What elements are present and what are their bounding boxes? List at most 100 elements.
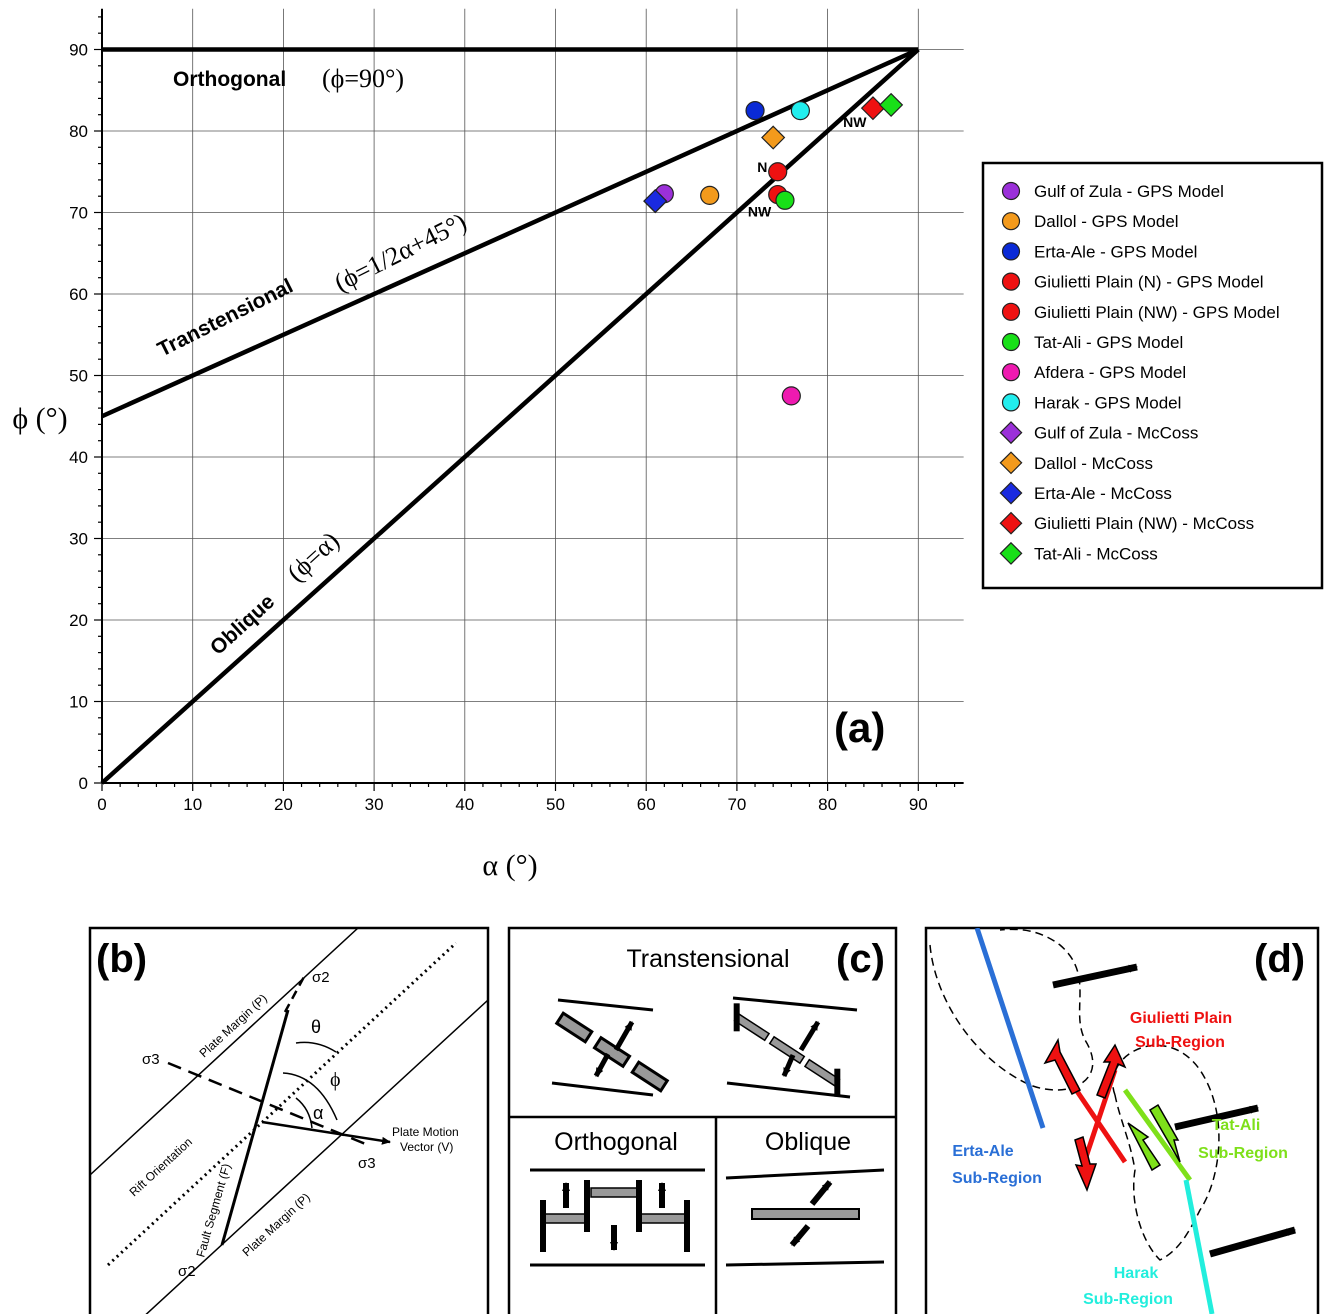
data-markers bbox=[643, 92, 904, 406]
x-tick-label: 30 bbox=[365, 795, 384, 814]
trans-left-arrow-down bbox=[593, 1052, 611, 1078]
sigma3-left-text: σ3 bbox=[142, 1051, 160, 1068]
panel-b-frame bbox=[88, 926, 490, 1314]
legend-label: Tat-Ali - GPS Model bbox=[1034, 333, 1183, 352]
transtensional-label: Transtensional bbox=[154, 275, 297, 362]
giulietti-arrow-bottom bbox=[1074, 1136, 1098, 1193]
legend-marker bbox=[1001, 272, 1021, 291]
marker-giulietti-plain-n-gps-model bbox=[768, 162, 788, 182]
legend-label: Gulf of Zula - McCoss bbox=[1034, 424, 1198, 443]
y-tick-label: 40 bbox=[69, 448, 88, 467]
trans-left-en-echelon bbox=[554, 1011, 670, 1093]
x-tick-label: 20 bbox=[274, 795, 293, 814]
tat-ali-arrow-1 bbox=[1127, 1122, 1162, 1172]
legend: Gulf of Zula - GPS Model Dallol - GPS Mod… bbox=[999, 181, 1280, 565]
sigma2-bottom-text: σ2 bbox=[178, 1263, 196, 1280]
y-tick-label: 60 bbox=[69, 285, 88, 304]
orthogonal-title: Orthogonal bbox=[554, 1128, 678, 1156]
tat-ali-rift-line bbox=[1122, 1088, 1193, 1182]
trans-left-bottom-margin bbox=[551, 1081, 654, 1097]
legend-marker bbox=[999, 541, 1023, 565]
x-tick-labels: 0 10 20 30 40 50 60 70 80 90 bbox=[97, 795, 927, 814]
plate-margin-bottom-line bbox=[145, 999, 488, 1314]
legend-marker bbox=[1001, 393, 1021, 412]
point-label: N bbox=[757, 159, 767, 175]
sigma3-right-text: σ3 bbox=[358, 1155, 376, 1172]
rift-orientation-line bbox=[106, 941, 458, 1267]
panel-d-label: (d) bbox=[1254, 937, 1305, 981]
legend-marker bbox=[999, 451, 1023, 475]
y-tick-label: 10 bbox=[69, 693, 88, 712]
marker-dallol-mccoss bbox=[761, 125, 786, 150]
reference-line-oblique bbox=[100, 47, 920, 785]
giulietti-label-1: Giulietti Plain bbox=[1130, 1010, 1232, 1027]
panel-b-diagram: (b) Plate Margin (P) Plate Margin (P) Ri… bbox=[88, 926, 490, 1314]
legend-label: Giulietti Plain (NW) - GPS Model bbox=[1034, 303, 1280, 322]
legend-marker bbox=[999, 511, 1023, 535]
trans-left-arrow-up bbox=[613, 1020, 635, 1052]
legend-label: Dallol - GPS Model bbox=[1034, 212, 1179, 231]
marker-erta-ale-mccoss bbox=[643, 188, 668, 214]
oblique-arrow-down bbox=[789, 1224, 811, 1247]
x-axis-label: α (°) bbox=[482, 849, 537, 882]
x-tick-label: 60 bbox=[637, 795, 656, 814]
sigma2-top-text: σ2 bbox=[312, 969, 330, 986]
marker-erta-ale-gps-model bbox=[745, 101, 765, 121]
marker-tat-ali-gps-model bbox=[775, 190, 795, 210]
legend-label: Gulf of Zula - GPS Model bbox=[1034, 182, 1224, 201]
x-tick-label: 70 bbox=[727, 795, 746, 814]
legend-label: Dallol - McCoss bbox=[1034, 454, 1153, 473]
legend-marker bbox=[1001, 181, 1021, 201]
harak-label-2: Sub-Region bbox=[1083, 1291, 1173, 1308]
y-tick-label: 70 bbox=[69, 204, 88, 223]
trans-right-top-margin bbox=[732, 996, 858, 1012]
y-tick-label: 0 bbox=[79, 774, 88, 793]
erta-ale-label-1: Erta-Ale bbox=[952, 1143, 1013, 1160]
plate-motion-arrow-1 bbox=[1052, 963, 1138, 989]
giulietti-label-2: Sub-Region bbox=[1135, 1034, 1225, 1051]
ortho-segment-mid bbox=[590, 1187, 638, 1198]
legend-marker bbox=[999, 421, 1023, 445]
reference-lines bbox=[100, 47, 920, 785]
x-tick-label: 10 bbox=[183, 795, 202, 814]
marker-afdera-gps-model bbox=[781, 386, 801, 406]
ortho-segment-left bbox=[542, 1213, 586, 1224]
giulietti-arrow-top-right bbox=[1096, 1043, 1127, 1099]
x-tick-label: 80 bbox=[818, 795, 837, 814]
trans-right-en-echelon bbox=[733, 1003, 841, 1097]
panel-c-frame bbox=[507, 926, 898, 1314]
plate-motion-text-1: Plate Motion bbox=[392, 1125, 459, 1139]
panel-c-label: (c) bbox=[836, 937, 885, 981]
point-label: NW bbox=[748, 204, 772, 220]
marker-harak-gps-model bbox=[790, 101, 810, 121]
trans-right-bottom-margin bbox=[726, 1081, 851, 1099]
marker-tat-ali-mccoss bbox=[878, 92, 904, 118]
y-tick-label: 90 bbox=[69, 41, 88, 60]
y-tick-labels: 0 10 20 30 40 50 60 70 80 90 bbox=[69, 41, 88, 794]
y-tick-label: 50 bbox=[69, 367, 88, 386]
oblique-bottom-margin bbox=[725, 1260, 885, 1267]
panel-a-label: (a) bbox=[834, 704, 885, 751]
plate-motion-text-2: Vector (V) bbox=[400, 1140, 453, 1154]
legend-label: Erta-Ale - GPS Model bbox=[1034, 242, 1197, 261]
harak-rift-line bbox=[1183, 1179, 1215, 1314]
oblique-arrow-up bbox=[809, 1180, 833, 1206]
legend-label: Giulietti Plain (NW) - McCoss bbox=[1034, 514, 1254, 533]
alpha-symbol: α bbox=[313, 1103, 323, 1123]
plate-motion-arrow-2 bbox=[1174, 1104, 1259, 1131]
panel-c-diagram: (c) Transtensional Orthogonal Oblique bbox=[507, 926, 898, 1314]
orthogonal-equation: (ϕ=90°) bbox=[322, 64, 404, 93]
legend-label: Afdera - GPS Model bbox=[1034, 363, 1186, 382]
ortho-segment-right bbox=[640, 1213, 686, 1224]
panel-a-chart: 0 10 20 30 40 50 60 70 80 90 0102030405060708090 … bbox=[12, 8, 1324, 882]
theta-arc bbox=[295, 1041, 337, 1053]
plate-motion-arrow-3 bbox=[1209, 1226, 1296, 1258]
plate-motion-vector bbox=[261, 1120, 391, 1145]
legend-marker bbox=[1001, 302, 1021, 321]
legend-marker bbox=[1001, 363, 1021, 382]
legend-label: Tat-Ali - McCoss bbox=[1034, 544, 1158, 563]
x-tick-label: 90 bbox=[909, 795, 928, 814]
giulietti-arrow-top-left bbox=[1043, 1037, 1082, 1096]
point-labels: N NW NW bbox=[748, 114, 867, 220]
